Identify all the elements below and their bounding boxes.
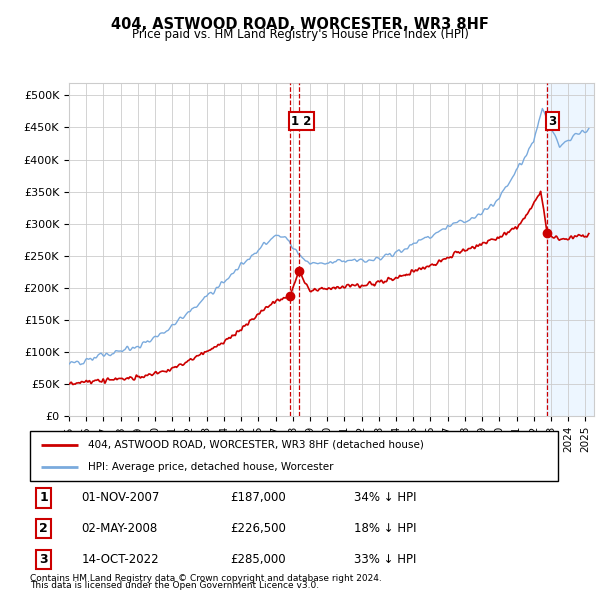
Text: Price paid vs. HM Land Registry's House Price Index (HPI): Price paid vs. HM Land Registry's House …	[131, 28, 469, 41]
Text: Contains HM Land Registry data © Crown copyright and database right 2024.: Contains HM Land Registry data © Crown c…	[30, 573, 382, 582]
Text: 404, ASTWOOD ROAD, WORCESTER, WR3 8HF (detached house): 404, ASTWOOD ROAD, WORCESTER, WR3 8HF (d…	[88, 440, 424, 450]
Text: £187,000: £187,000	[230, 491, 286, 504]
Text: 02-MAY-2008: 02-MAY-2008	[82, 522, 158, 535]
Text: 1 2: 1 2	[292, 114, 312, 127]
Text: This data is licensed under the Open Government Licence v3.0.: This data is licensed under the Open Gov…	[30, 581, 319, 590]
Text: 01-NOV-2007: 01-NOV-2007	[82, 491, 160, 504]
Bar	[546, 83, 594, 416]
Text: 3: 3	[39, 553, 48, 566]
Text: 404, ASTWOOD ROAD, WORCESTER, WR3 8HF: 404, ASTWOOD ROAD, WORCESTER, WR3 8HF	[111, 17, 489, 31]
Text: 3: 3	[548, 114, 556, 127]
Text: £226,500: £226,500	[230, 522, 286, 535]
Text: 33% ↓ HPI: 33% ↓ HPI	[354, 553, 416, 566]
Text: 34% ↓ HPI: 34% ↓ HPI	[354, 491, 416, 504]
Text: 14-OCT-2022: 14-OCT-2022	[82, 553, 159, 566]
Text: £285,000: £285,000	[230, 553, 286, 566]
Text: 2: 2	[39, 522, 48, 535]
Text: HPI: Average price, detached house, Worcester: HPI: Average price, detached house, Worc…	[88, 462, 334, 472]
Text: 18% ↓ HPI: 18% ↓ HPI	[354, 522, 416, 535]
Text: 1: 1	[39, 491, 48, 504]
